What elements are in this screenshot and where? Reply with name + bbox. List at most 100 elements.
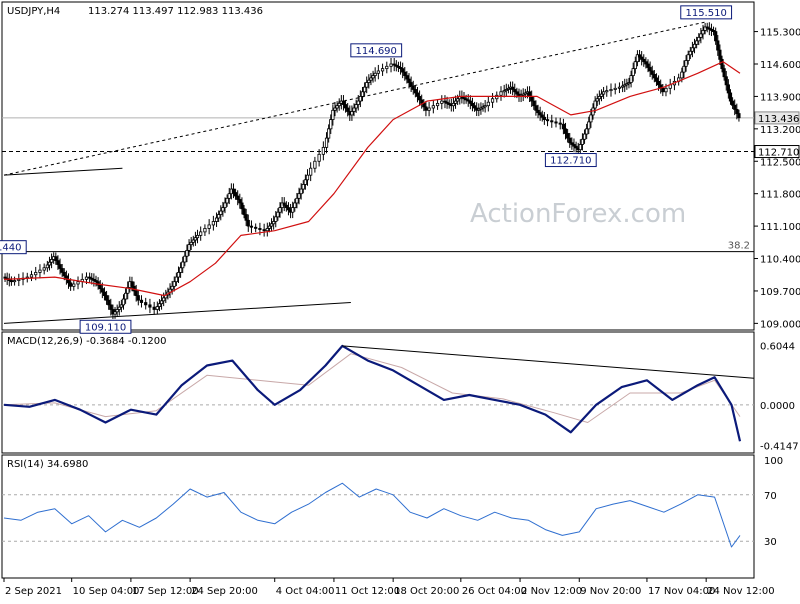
candle-body	[301, 184, 305, 190]
macd-trendline-0	[342, 345, 755, 379]
candle-body	[242, 208, 246, 215]
candle-body	[631, 68, 635, 76]
candle-body	[656, 80, 661, 86]
candle-body	[174, 276, 178, 283]
candle-body	[159, 300, 164, 305]
candle-body	[640, 56, 644, 60]
candle-body	[431, 105, 435, 109]
candle-body	[648, 67, 652, 72]
candle-body	[435, 102, 440, 107]
candle-body	[589, 114, 593, 123]
candle-body	[295, 197, 299, 204]
candle-body	[554, 121, 558, 124]
candle-body	[477, 108, 481, 111]
candle-body	[540, 114, 544, 118]
candle-body	[144, 302, 148, 306]
candle-body	[722, 68, 726, 78]
candle-body	[136, 295, 140, 301]
candle-body	[521, 93, 525, 96]
candle-body	[139, 299, 144, 303]
candle-body	[392, 63, 396, 66]
candle-body	[737, 113, 741, 119]
candle-body	[333, 107, 337, 111]
rsi-axis-label: 70	[764, 491, 777, 502]
x-axis-label: 2 Nov 12:00	[521, 586, 582, 597]
candle-body	[692, 43, 697, 49]
candle-body	[405, 75, 409, 80]
price-axis-label: 113.900	[760, 92, 800, 103]
candle-body	[367, 79, 371, 83]
candle-body	[403, 71, 407, 76]
candle-body	[299, 188, 303, 195]
candle-body	[249, 225, 254, 228]
candle-body	[219, 210, 223, 215]
candle-body	[582, 133, 587, 140]
candle-body	[282, 202, 286, 206]
candle-body	[176, 272, 181, 278]
candle-body	[69, 282, 73, 287]
candle-body	[605, 90, 609, 93]
candle-body	[684, 60, 688, 67]
trendline-2	[3, 167, 123, 176]
candle-body	[587, 121, 591, 130]
x-axis-label: 24 Nov 12:00	[707, 586, 774, 597]
candle-body	[109, 304, 113, 310]
candle-body	[633, 61, 637, 70]
candle-body	[716, 40, 720, 51]
rsi-axis-label: 30	[764, 537, 777, 548]
candle-body	[100, 288, 104, 293]
candle-body	[401, 68, 405, 73]
candle-body	[690, 47, 695, 52]
candle-body	[466, 99, 470, 102]
x-axis-label: 4 Oct 04:00	[276, 586, 335, 597]
candle-body	[447, 102, 451, 105]
point-label-box-2	[544, 153, 597, 168]
candle-body	[523, 92, 527, 95]
candle-body	[278, 207, 282, 213]
candle-body	[276, 211, 280, 218]
candle-body	[504, 89, 508, 92]
point-label-box-4	[79, 319, 132, 334]
candle-body	[637, 54, 642, 58]
candle-body	[126, 287, 130, 294]
candle-body	[420, 99, 424, 104]
candle-body	[178, 267, 183, 273]
candle-body	[445, 101, 449, 104]
candle-body	[443, 100, 447, 103]
candle-body	[652, 74, 656, 79]
candle-body	[291, 207, 295, 213]
candle-body	[12, 280, 17, 283]
candle-body	[440, 100, 444, 104]
candle-body	[711, 30, 716, 32]
candle-body	[629, 75, 633, 83]
x-axis-label: 2 Sep 2021	[5, 586, 62, 597]
candle-body	[88, 276, 92, 279]
candle-body	[578, 144, 582, 151]
price-axis-label: 110.400	[760, 255, 800, 266]
candle-body	[726, 84, 730, 94]
candle-body	[625, 83, 629, 86]
candle-body	[236, 195, 240, 200]
candle-body	[536, 109, 540, 114]
current-price-label: 113.436	[758, 114, 799, 125]
candle-body	[654, 77, 659, 82]
candle-body	[718, 49, 722, 60]
candle-body	[376, 70, 380, 74]
candle-body	[72, 283, 76, 287]
candle-body	[162, 297, 166, 302]
candle-body	[183, 255, 187, 263]
candle-body	[479, 107, 483, 110]
candle-body	[733, 104, 737, 110]
candle-body	[613, 87, 617, 90]
candle-body	[502, 90, 506, 93]
candle-body	[453, 100, 458, 104]
candle-body	[703, 26, 707, 31]
candle-body	[181, 261, 185, 269]
candle-body	[34, 272, 38, 276]
macd-axis-label: 0.6044	[760, 341, 795, 352]
candle-body	[714, 31, 718, 42]
x-axis-label: 17 Nov 04:00	[648, 586, 715, 597]
candle-body	[396, 65, 401, 68]
candle-body	[324, 137, 329, 148]
